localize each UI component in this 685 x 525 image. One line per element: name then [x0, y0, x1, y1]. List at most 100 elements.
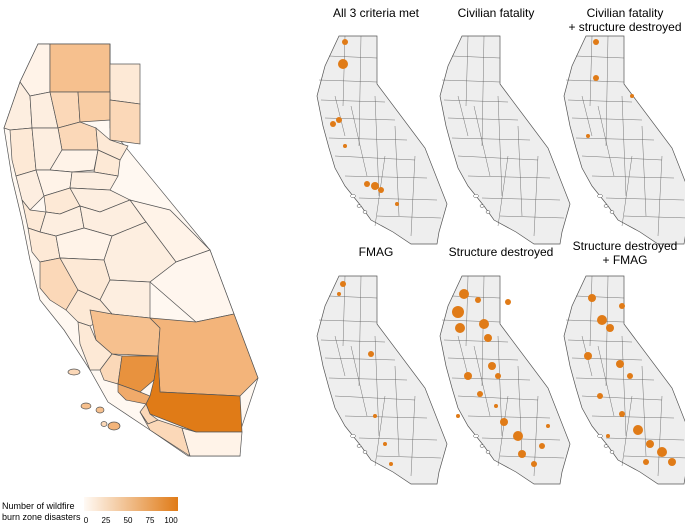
- county-border: [328, 377, 408, 381]
- island: [350, 194, 356, 198]
- burn-zone: [477, 391, 483, 397]
- county-border: [571, 117, 643, 121]
- county-border: [591, 415, 675, 419]
- county-border: [497, 395, 509, 467]
- burn-zone: [616, 360, 624, 368]
- burn-zone: [373, 414, 377, 418]
- state-outline: [316, 35, 448, 245]
- burn-zone: [513, 431, 523, 441]
- burn-zone: [505, 299, 511, 305]
- burn-zone: [619, 411, 625, 417]
- county-border: [324, 357, 396, 361]
- burn-zone: [597, 393, 603, 399]
- burn-zone: [606, 434, 610, 438]
- county-border: [621, 395, 633, 467]
- county-borders: [565, 35, 685, 237]
- burn-zone: [475, 297, 481, 303]
- island: [362, 210, 368, 214]
- county-border: [344, 415, 428, 419]
- county-border: [358, 437, 438, 441]
- county-border: [328, 137, 408, 141]
- burn-zone: [340, 281, 346, 287]
- burn-zone: [643, 459, 649, 465]
- burn-zone: [395, 202, 399, 206]
- county: [57, 121, 99, 151]
- burn-zone: [464, 372, 472, 380]
- county-border: [581, 155, 663, 161]
- panel-map-6: [563, 275, 685, 485]
- state-outline: [439, 275, 571, 485]
- county-border: [589, 35, 593, 107]
- county-border: [334, 335, 346, 377]
- island: [473, 194, 479, 198]
- burn-zone: [364, 181, 370, 187]
- panel-map-5: [439, 275, 571, 485]
- panel-title-structure-fmag-line2: + FMAG: [602, 253, 647, 267]
- county-border: [394, 125, 400, 217]
- island: [67, 368, 81, 376]
- county-border: [358, 197, 438, 201]
- panel-title-all-3: All 3 criteria met: [333, 6, 420, 20]
- county-border: [571, 357, 643, 361]
- main-choropleth-map: [3, 43, 259, 457]
- burn-zone: [500, 418, 508, 426]
- county-border: [499, 215, 565, 219]
- county-border: [473, 105, 491, 177]
- county-borders: [441, 275, 565, 477]
- county-border: [605, 275, 609, 387]
- county-border: [451, 137, 531, 141]
- county-border: [374, 335, 380, 437]
- island: [107, 421, 121, 431]
- county-border: [376, 455, 442, 459]
- burn-zone: [606, 324, 614, 332]
- county-border: [473, 345, 491, 417]
- county-border: [481, 35, 485, 147]
- legend: Number of wildfire burn zone disasters 0…: [2, 497, 178, 525]
- island: [356, 444, 362, 448]
- county-border: [591, 175, 675, 179]
- county-border: [621, 155, 633, 227]
- island: [362, 450, 368, 454]
- burn-zone: [633, 425, 643, 435]
- county: [15, 169, 45, 211]
- panel-title-fatality-structure: Civilian fatality: [587, 6, 664, 20]
- county-border: [641, 365, 647, 457]
- county-border: [567, 99, 633, 103]
- county-border: [467, 415, 551, 419]
- island: [479, 204, 485, 208]
- burn-zone: [531, 461, 537, 467]
- county-border: [621, 335, 627, 437]
- county-border: [441, 79, 501, 83]
- county-border: [623, 455, 685, 459]
- panel-map-2: [439, 35, 571, 245]
- county: [109, 44, 141, 105]
- county-border: [410, 155, 416, 237]
- county-border: [605, 35, 609, 147]
- island: [485, 210, 491, 214]
- county-border: [394, 365, 400, 457]
- county-borders: [441, 35, 565, 237]
- legend-title-line1: Number of wildfire: [2, 501, 75, 511]
- legend-tick: 0: [84, 516, 89, 525]
- panel-map-1: [316, 35, 448, 245]
- burn-zone: [479, 319, 489, 329]
- county-border: [328, 295, 378, 299]
- state-outline: [563, 275, 685, 485]
- county-border: [447, 117, 519, 121]
- county-border: [575, 377, 655, 381]
- burn-zone: [378, 187, 384, 193]
- burn-zone: [518, 450, 526, 458]
- county-border: [575, 295, 625, 299]
- burn-zone: [368, 351, 374, 357]
- burn-zone: [488, 362, 496, 370]
- burn-zone: [584, 352, 592, 360]
- county-border: [517, 125, 523, 217]
- burn-zone: [343, 144, 347, 148]
- island: [485, 450, 491, 454]
- county-border: [457, 395, 539, 401]
- panel-title-fmag: FMAG: [359, 245, 394, 259]
- county-border: [342, 35, 346, 107]
- county-border: [565, 319, 625, 323]
- county-border: [581, 395, 663, 401]
